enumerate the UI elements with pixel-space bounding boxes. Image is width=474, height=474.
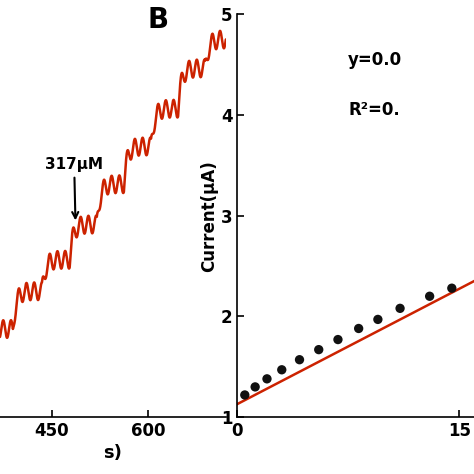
Point: [296, 356, 303, 364]
Point: [374, 316, 382, 323]
Point: [396, 305, 404, 312]
Point: [315, 346, 322, 354]
Point: [355, 325, 363, 332]
Text: R²=0.: R²=0.: [348, 101, 400, 119]
Point: [278, 366, 285, 374]
Y-axis label: Current(μA): Current(μA): [200, 160, 218, 272]
Text: B: B: [147, 6, 169, 34]
Point: [241, 391, 248, 399]
Point: [448, 284, 456, 292]
Point: [334, 336, 342, 343]
Point: [251, 383, 259, 391]
X-axis label: s): s): [103, 444, 122, 462]
Text: 317μM: 317μM: [45, 157, 103, 218]
Point: [426, 292, 433, 300]
Point: [263, 375, 271, 383]
Text: y=0.0: y=0.0: [348, 51, 402, 69]
